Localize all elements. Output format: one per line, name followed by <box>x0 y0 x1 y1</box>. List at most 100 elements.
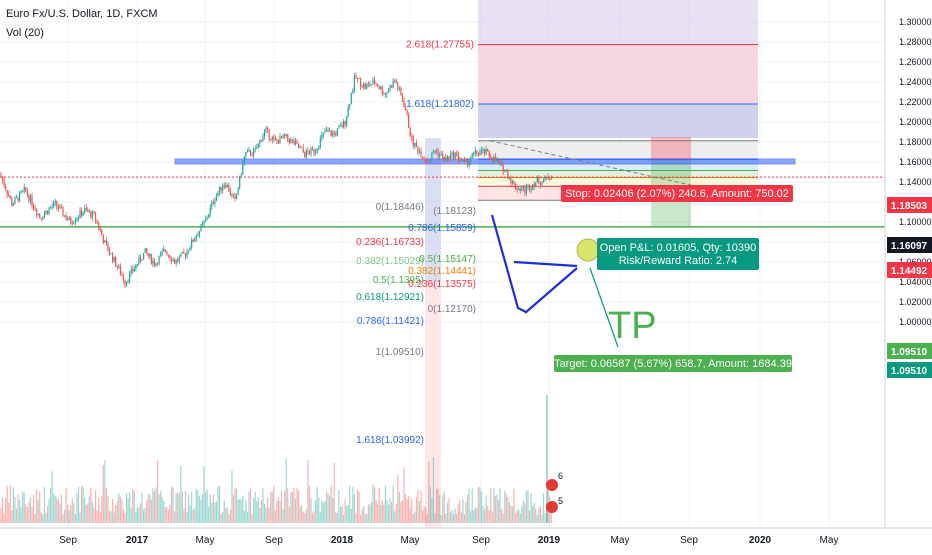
volume-bar <box>226 507 228 523</box>
time-tick-label: 2019 <box>538 535 561 546</box>
time-tick-label: Sep <box>265 535 283 546</box>
price-tick-label: 1.28000 <box>899 37 932 47</box>
volume-bar <box>101 496 103 523</box>
candle-body <box>254 148 256 150</box>
candle-body <box>112 253 114 262</box>
candle-body <box>236 194 238 199</box>
volume-bar <box>440 514 442 523</box>
volume-bar <box>497 499 500 523</box>
candle-body <box>305 150 307 157</box>
volume-bar <box>311 512 314 523</box>
volume-bar <box>141 492 143 523</box>
candle-body <box>457 153 459 160</box>
volume-bar <box>350 508 352 523</box>
volume-bar <box>23 492 25 523</box>
candle-body <box>342 120 345 128</box>
fib-label: 0.236(1.13575) <box>408 279 476 290</box>
volume-bar <box>462 499 464 523</box>
volume-bar <box>104 459 106 523</box>
candle-body <box>448 156 450 160</box>
volume-bar <box>341 506 343 523</box>
volume-bar <box>380 505 382 523</box>
volume-bar <box>332 497 334 523</box>
candle-body <box>197 235 199 237</box>
candle-body <box>180 253 182 257</box>
price-tick-label: 1.00000 <box>899 317 932 327</box>
candle-body <box>205 219 207 222</box>
candle-body <box>496 159 498 161</box>
candle-body <box>181 252 183 254</box>
volume-bar <box>411 498 413 523</box>
volume-bar <box>203 465 205 523</box>
candle-body <box>296 141 298 144</box>
volume-bar <box>453 513 455 523</box>
candle-body <box>369 83 371 86</box>
candle-body <box>130 268 132 273</box>
volume-bar <box>19 500 21 523</box>
volume-bar <box>347 504 349 523</box>
volume-bar <box>431 497 433 523</box>
volume-bar <box>476 508 478 523</box>
candle-body <box>521 189 523 191</box>
candle-body <box>404 107 407 111</box>
candle-body <box>462 159 464 161</box>
candle-body <box>370 84 373 86</box>
volume-bar <box>218 485 221 523</box>
candle-body <box>307 150 309 153</box>
candle-body <box>160 253 162 257</box>
volume-bar <box>352 486 354 523</box>
volume-bar <box>79 512 81 523</box>
candle-body <box>186 250 188 257</box>
volume-bar <box>122 508 125 523</box>
candle-body <box>318 147 320 149</box>
candle-body <box>352 89 354 94</box>
candle-body <box>460 159 462 161</box>
candle-body <box>324 131 326 133</box>
candle-body <box>101 230 103 236</box>
price-tick-label: 1.20000 <box>899 117 932 127</box>
support-resistance-band <box>174 158 796 165</box>
volume-bar <box>335 511 337 523</box>
volume-bar <box>118 492 120 523</box>
volume-bar <box>205 492 207 523</box>
candle-body <box>454 152 456 159</box>
candle-body <box>222 187 224 191</box>
volume-bar <box>198 495 200 523</box>
candle-body <box>144 248 146 253</box>
volume-bar <box>344 499 346 523</box>
candle-body <box>361 86 363 88</box>
volume-bar <box>257 497 259 523</box>
tp-annotation: TP <box>608 305 657 347</box>
volume-bar <box>265 507 267 523</box>
volume-bar <box>14 496 16 523</box>
candle-body <box>415 143 417 147</box>
fib-retrace-zone-strip-low <box>425 282 441 528</box>
entry-marker <box>576 238 600 262</box>
candle-body <box>288 139 290 143</box>
volume-bar <box>206 489 208 523</box>
volume-bar <box>308 485 311 523</box>
price-tick-label: 1.14000 <box>899 177 932 187</box>
candle-body <box>322 132 324 136</box>
candle-body <box>246 150 249 153</box>
volume-bar <box>183 508 185 523</box>
volume-bar <box>115 505 117 523</box>
candle-body <box>119 266 121 275</box>
candle-body <box>488 151 490 157</box>
candle-body <box>336 128 338 136</box>
volume-bar <box>6 485 8 523</box>
candle-body <box>434 150 436 153</box>
volume-bar <box>87 503 89 523</box>
volume-bar <box>99 512 101 523</box>
pnl-box-bg <box>597 238 759 270</box>
volume-bar <box>231 470 233 523</box>
time-tick-label: Sep <box>472 535 490 546</box>
fib-band <box>478 177 758 187</box>
candle-body <box>217 192 219 196</box>
candle-body <box>525 186 528 193</box>
volume-bar <box>355 512 357 523</box>
candle-body <box>152 260 154 264</box>
volume-bar <box>82 487 84 523</box>
